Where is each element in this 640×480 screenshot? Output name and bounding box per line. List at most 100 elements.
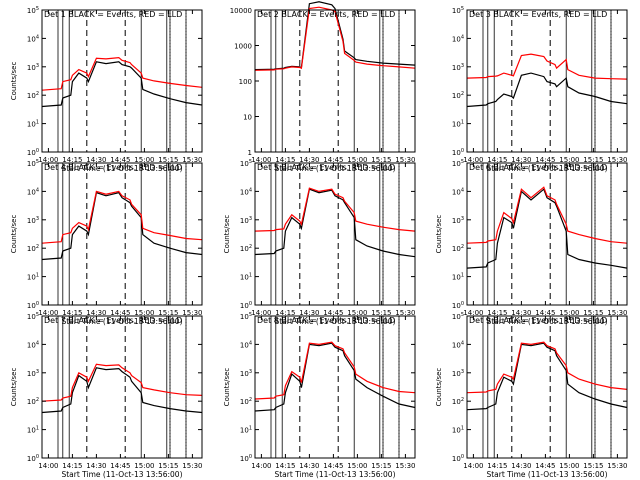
y-tick-label: 101 — [27, 426, 39, 435]
y-tick-label: 100 — [240, 454, 252, 463]
y-tick-label: 104 — [452, 340, 464, 349]
x-tick-label: 14:00 — [38, 309, 58, 317]
y-tick-label: 104 — [240, 187, 252, 196]
x-tick-label: 15:30 — [395, 156, 415, 164]
y-tick-label: 101 — [240, 273, 252, 282]
x-tick-label: 15:30 — [395, 462, 415, 470]
y-tick-label: 100 — [452, 148, 464, 157]
x-tick-label: 14:15 — [275, 462, 295, 470]
x-tick-label: 14:30 — [86, 309, 106, 317]
y-tick-label: 105 — [452, 159, 464, 168]
plot-frame — [466, 9, 628, 153]
series-events-line — [41, 367, 203, 414]
series-events-line — [254, 342, 416, 412]
panel-det-6: Det 6 BLACK = Events, RED = LLD 100 101 102… — [435, 159, 628, 326]
panel-title: Det 8 BLACK = Events, RED = LLD — [257, 316, 395, 325]
y-tick-label: 10 — [243, 114, 252, 122]
x-tick-label: 15:00 — [347, 309, 367, 317]
x-tick-label: 14:00 — [463, 309, 483, 317]
y-tick-label: 104 — [27, 187, 39, 196]
x-axis-label: Start Time (11-Oct-13 13:56:00) — [486, 164, 607, 173]
x-tick-label: 15:00 — [134, 462, 154, 470]
series-lld-line — [41, 56, 203, 91]
y-tick-label: 100 — [27, 454, 39, 463]
y-tick-label: 101 — [27, 120, 39, 129]
x-tick-label: 15:30 — [182, 462, 202, 470]
x-axis-label: Start Time (11-Oct-13 13:56:00) — [61, 317, 182, 326]
y-tick-label: 100 — [240, 301, 252, 310]
x-tick-label: 14:30 — [86, 156, 106, 164]
x-tick-label: 15:00 — [134, 156, 154, 164]
y-tick-label: 105 — [27, 159, 39, 168]
panel-det-8: Det 8 BLACK = Events, RED = LLD 100 101 102… — [223, 312, 416, 479]
y-tick-label: 101 — [452, 426, 464, 435]
x-tick-label: 14:00 — [251, 156, 271, 164]
y-tick-label: 100 — [239, 78, 252, 86]
x-tick-label: 14:30 — [86, 462, 106, 470]
x-tick-label: 15:15 — [583, 309, 603, 317]
plot-frame — [41, 315, 203, 459]
x-axis-label: Start Time (11-Oct-13 13:56:00) — [486, 317, 607, 326]
x-tick-label: 15:15 — [371, 462, 391, 470]
panel-title: Det 7 BLACK = Events, RED = LLD — [44, 316, 182, 325]
x-tick-label: 14:30 — [511, 156, 531, 164]
series-lld-line — [41, 190, 203, 244]
plot-frame — [41, 9, 203, 153]
y-tick-label: 105 — [452, 312, 464, 321]
panel-det-2: Det 2 BLACK = Events, RED = LLD 1 10 100 100… — [230, 1, 416, 173]
x-tick-label: 14:30 — [511, 462, 531, 470]
panel-det-7: Det 7 BLACK = Events, RED = LLD 100 101 102… — [10, 312, 203, 479]
x-tick-label: 15:00 — [559, 309, 579, 317]
x-tick-label: 14:00 — [38, 462, 58, 470]
x-tick-label: 14:00 — [38, 156, 58, 164]
x-tick-label: 15:00 — [347, 462, 367, 470]
series-lld-line — [254, 6, 416, 71]
x-tick-label: 14:45 — [535, 156, 555, 164]
x-axis-label: Start Time (11-Oct-13 13:56:00) — [274, 317, 395, 326]
y-tick-label: 105 — [240, 159, 252, 168]
series-events-line — [466, 342, 628, 411]
y-tick-label: 101 — [27, 273, 39, 282]
panel-title: Det 4 BLACK = Events, RED = LLD — [44, 163, 182, 172]
series-lld-line — [254, 341, 416, 400]
y-tick-label: 105 — [452, 6, 464, 15]
plot-frame — [466, 162, 628, 306]
y-axis-label: Counts/sec — [435, 215, 443, 254]
x-tick-label: 14:15 — [487, 156, 507, 164]
x-tick-label: 14:45 — [323, 462, 343, 470]
y-axis-label: Counts/sec — [10, 215, 18, 254]
x-tick-label: 14:15 — [62, 462, 82, 470]
y-axis-label: Counts/sec — [10, 62, 18, 101]
x-axis-label: Start Time (11-Oct-13 13:56:00) — [486, 470, 607, 479]
series-events-line — [41, 191, 203, 261]
x-axis-label: Start Time (11-Oct-13 13:56:00) — [274, 470, 395, 479]
x-tick-label: 15:15 — [158, 462, 178, 470]
x-tick-label: 14:15 — [487, 309, 507, 317]
y-tick-label: 101 — [452, 273, 464, 282]
panel-det-3: Det 3 BLACK = Events, RED = LLD 100 101 102… — [452, 6, 628, 173]
panel-det-5: Det 5 BLACK = Events, RED = LLD 100 101 102… — [223, 159, 416, 326]
x-tick-label: 14:15 — [62, 156, 82, 164]
y-tick-label: 103 — [240, 216, 252, 225]
x-tick-label: 15:00 — [134, 309, 154, 317]
y-tick-label: 103 — [27, 369, 39, 378]
x-tick-label: 15:15 — [158, 156, 178, 164]
y-tick-label: 100 — [27, 148, 39, 157]
y-tick-label: 100 — [452, 301, 464, 310]
series-events-line — [41, 61, 203, 108]
x-tick-label: 14:15 — [62, 309, 82, 317]
x-axis-label: Start Time (11-Oct-13 13:56:00) — [61, 470, 182, 479]
x-tick-label: 15:30 — [182, 309, 202, 317]
x-tick-label: 15:15 — [158, 309, 178, 317]
series-lld-line — [466, 186, 628, 244]
plot-frame — [254, 315, 416, 459]
x-tick-label: 14:00 — [463, 156, 483, 164]
x-tick-label: 15:15 — [371, 156, 391, 164]
y-tick-label: 103 — [27, 216, 39, 225]
x-tick-label: 15:30 — [607, 462, 627, 470]
x-tick-label: 14:30 — [299, 309, 319, 317]
y-tick-label: 104 — [27, 340, 39, 349]
panel-title: Det 9 BLACK = Events, RED = LLD — [469, 316, 607, 325]
panel-title: Det 6 BLACK = Events, RED = LLD — [469, 163, 607, 172]
panel-title: Det 3 BLACK = Events, RED = LLD — [469, 10, 607, 19]
